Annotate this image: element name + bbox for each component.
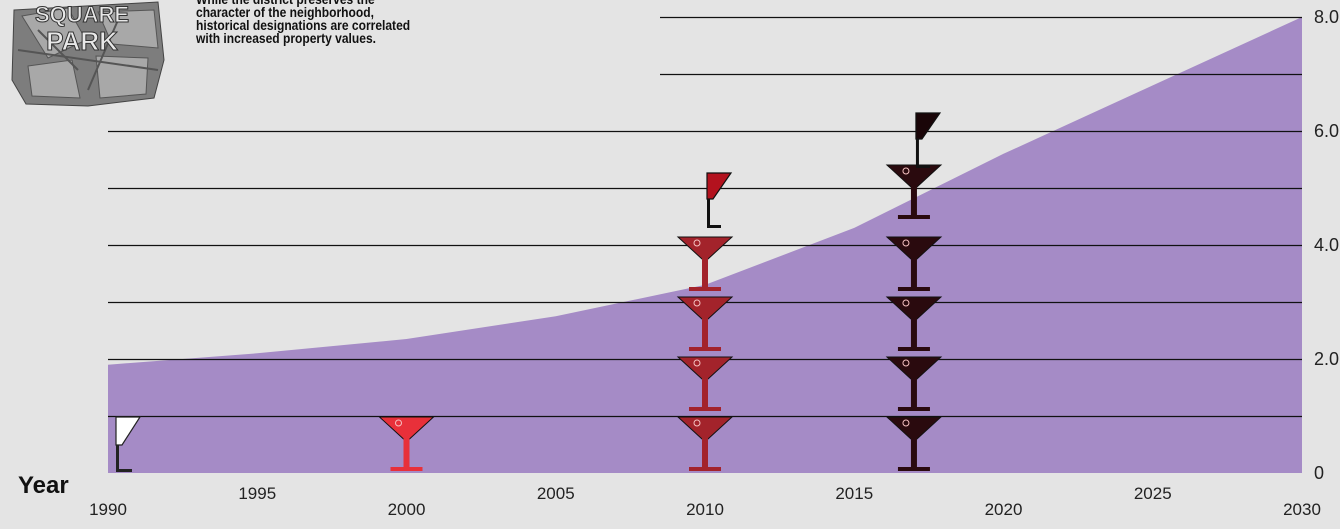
x-tick-label: 2015	[835, 484, 873, 503]
x-tick-label: 2020	[985, 500, 1023, 519]
x-tick-label: 2010	[686, 500, 724, 519]
x-axis-title: Year	[18, 472, 69, 499]
flag-marker	[915, 112, 942, 168]
description-text: While the district preserves the charact…	[196, 0, 411, 46]
y-tick-label: 2.0	[1314, 349, 1339, 369]
glass-layer	[115, 112, 943, 472]
martini-glass	[885, 416, 943, 471]
y-tick-label: 4.0	[1314, 235, 1339, 255]
y-tick-label: 0	[1314, 463, 1324, 483]
y-tick-label: 6.0	[1314, 121, 1339, 141]
martini-glass	[676, 416, 734, 471]
martini-glass	[885, 296, 943, 351]
x-tick-label: 2000	[388, 500, 426, 519]
x-tick-label: 1990	[89, 500, 127, 519]
x-tick-label: 2005	[537, 484, 575, 503]
start-flag-marker	[115, 416, 142, 472]
logo-line2: PARK	[46, 26, 118, 56]
flag-marker	[706, 172, 733, 228]
martini-glass	[676, 296, 734, 351]
y-tick-labels: 0 2.0 4.0 6.0 8.0	[1314, 7, 1339, 483]
martini-glass	[885, 236, 943, 291]
x-tick-labels: 1990 1995 2000 2005 2010 2015 2020 2025 2030	[89, 484, 1321, 519]
martini-glass	[676, 356, 734, 411]
x-tick-label: 1995	[238, 484, 276, 503]
square-park-logo: SQUARE PARK	[8, 0, 168, 108]
martini-glass	[676, 236, 734, 291]
x-tick-label: 2025	[1134, 484, 1172, 503]
y-tick-label: 8.0	[1314, 7, 1339, 27]
logo-line1: SQUARE	[35, 2, 129, 27]
martini-glass	[885, 356, 943, 411]
martini-glass	[378, 416, 435, 471]
x-tick-label: 2030	[1283, 500, 1321, 519]
